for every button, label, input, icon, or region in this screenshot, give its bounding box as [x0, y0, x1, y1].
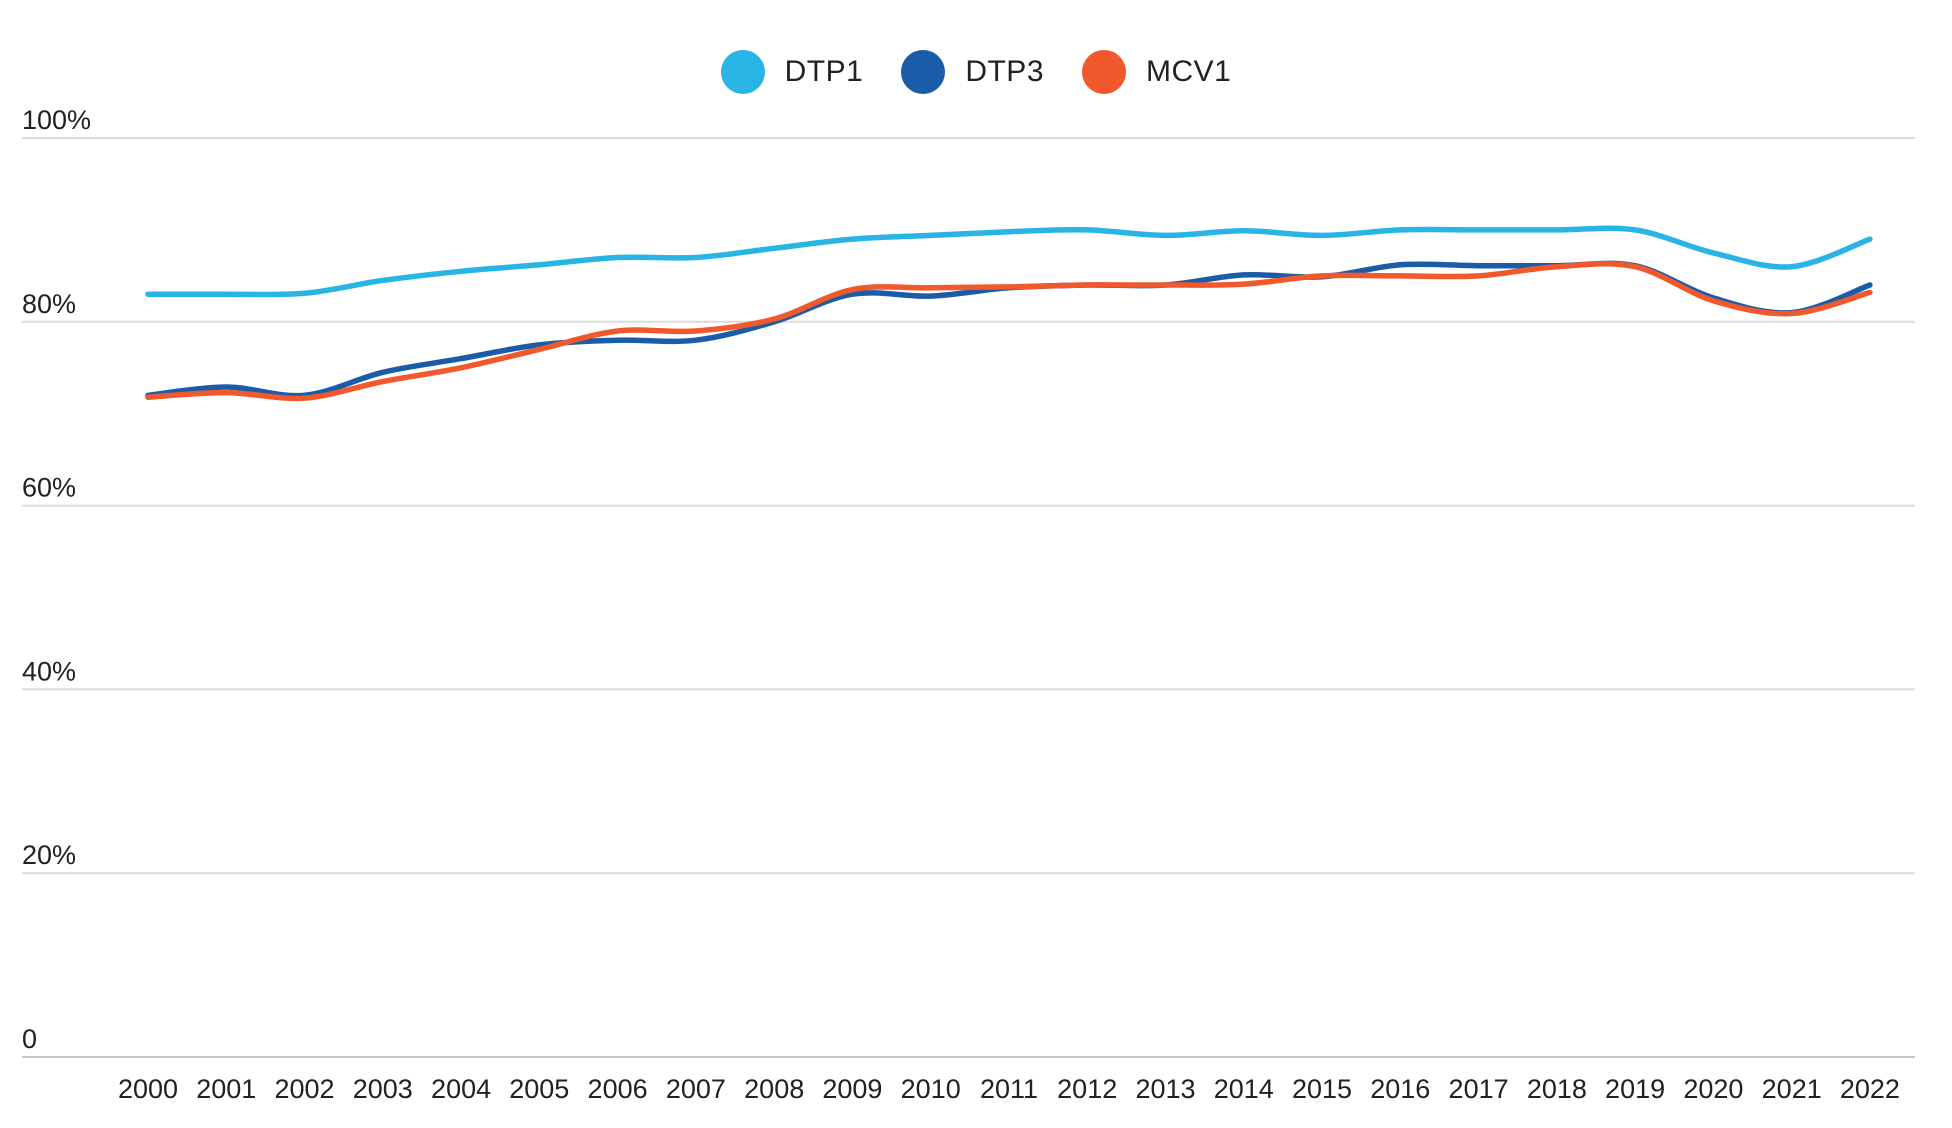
x-tick-label-2002: 2002 [274, 1074, 334, 1104]
y-tick-label-80: 80% [22, 289, 76, 319]
y-tick-label-20: 20% [22, 840, 76, 870]
x-tick-label-2016: 2016 [1370, 1074, 1430, 1104]
legend-label-dtp1: DTP1 [784, 55, 864, 88]
y-tick-label-100: 100% [22, 105, 91, 135]
legend-dot-dtp1-icon [720, 50, 765, 94]
y-tick-label-60: 60% [22, 473, 76, 503]
x-tick-label-2014: 2014 [1214, 1074, 1274, 1104]
x-axis-labels: 2000 2001 2002 2003 2004 2005 2006 2007 2008 2009… [118, 1074, 1900, 1104]
legend-dot-mcv1-icon [1082, 50, 1126, 94]
x-tick-label-2006: 2006 [588, 1074, 648, 1104]
series-line-dtp1 [145, 225, 1873, 298]
x-tick-label-2013: 2013 [1135, 1074, 1195, 1104]
x-tick-label-2010: 2010 [901, 1074, 961, 1104]
x-tick-label-2004: 2004 [431, 1074, 491, 1104]
chart-legend: DTP1 DTP3 MCV1 [0, 50, 1952, 94]
x-tick-label-2011: 2011 [980, 1074, 1038, 1104]
x-tick-label-2015: 2015 [1292, 1074, 1352, 1104]
series-lines [145, 225, 1873, 402]
x-tick-label-2012: 2012 [1057, 1074, 1117, 1104]
y-axis-labels: 100% 80% 60% 40% 20% 0 [22, 105, 91, 1054]
legend-item-dtp3: DTP3 [901, 50, 1044, 94]
x-tick-label-2009: 2009 [822, 1074, 882, 1104]
x-tick-label-2005: 2005 [509, 1074, 569, 1104]
y-tick-label-0: 0 [22, 1024, 37, 1054]
x-tick-label-2007: 2007 [666, 1074, 726, 1104]
gridlines [22, 137, 1915, 1058]
legend-item-dtp1: DTP1 [720, 50, 864, 94]
x-tick-label-2022: 2022 [1840, 1074, 1900, 1104]
series-line-mcv1 [145, 261, 1873, 402]
x-tick-label-2000: 2000 [118, 1074, 178, 1104]
x-tick-label-2001: 2001 [196, 1074, 256, 1104]
legend-dot-dtp3-icon [901, 50, 946, 94]
x-tick-label-2018: 2018 [1527, 1074, 1587, 1104]
legend-item-mcv1: MCV1 [1082, 50, 1231, 94]
x-tick-label-2020: 2020 [1683, 1074, 1743, 1104]
legend-label-mcv1: MCV1 [1146, 55, 1232, 88]
x-tick-label-2021: 2021 [1762, 1074, 1822, 1104]
legend-label-dtp3: DTP3 [965, 55, 1044, 88]
x-tick-label-2019: 2019 [1605, 1074, 1665, 1104]
x-tick-label-2003: 2003 [353, 1074, 413, 1104]
y-tick-label-40: 40% [22, 656, 76, 686]
x-tick-label-2017: 2017 [1449, 1074, 1509, 1104]
x-tick-label-2008: 2008 [744, 1074, 804, 1104]
